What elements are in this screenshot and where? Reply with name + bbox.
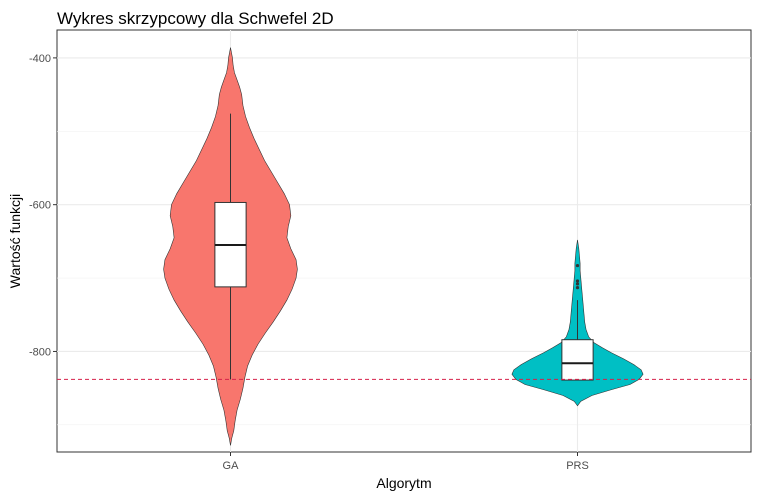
boxplots xyxy=(214,113,594,381)
chart-title: Wykres skrzypcowy dla Schwefel 2D xyxy=(57,9,334,28)
outlier-point-prs xyxy=(575,279,580,283)
x-axis-title: Algorytm xyxy=(376,475,431,491)
y-tick-label: -600 xyxy=(29,200,51,212)
y-tick-label: -400 xyxy=(29,53,51,65)
axes: -400 -600 -800 GA PRS xyxy=(29,53,589,472)
x-tick-label-ga: GA xyxy=(223,460,240,472)
y-axis-title: Wartość funkcji xyxy=(7,194,23,288)
outlier-point-prs xyxy=(575,263,580,268)
grid-lines xyxy=(57,30,751,452)
box-prs xyxy=(561,339,594,381)
outlier-point-prs xyxy=(575,286,580,290)
x-tick-label-prs: PRS xyxy=(566,460,589,472)
plot-panel xyxy=(56,29,752,453)
y-tick-label: -800 xyxy=(29,346,51,358)
outlier-point-prs xyxy=(575,282,580,286)
